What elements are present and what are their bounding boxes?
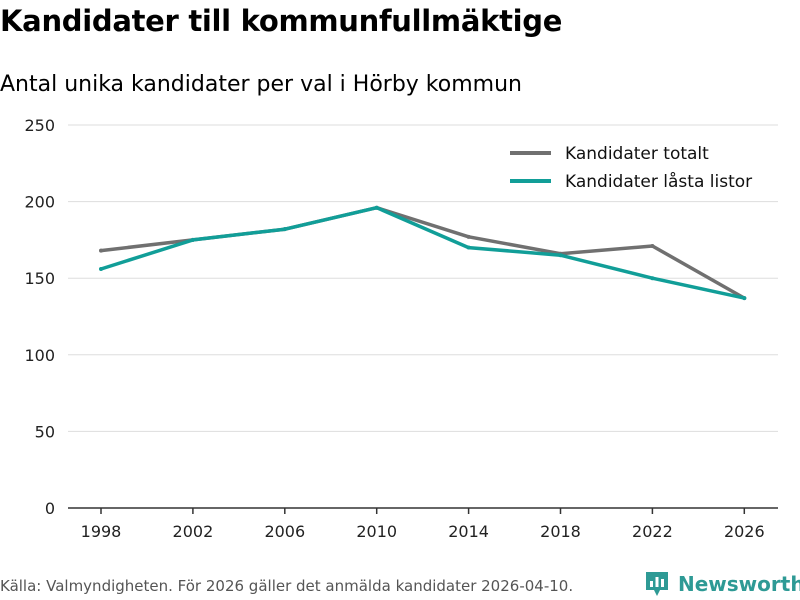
chart-subtitle: Antal unika kandidater per val i Hörby k…	[0, 72, 522, 97]
data-point	[558, 253, 563, 258]
legend: Kandidater totalt Kandidater låsta listor	[510, 144, 752, 192]
y-tick-label: 150	[24, 269, 55, 288]
brand-name: Newsworthy	[678, 572, 800, 596]
y-tick-label: 100	[24, 346, 55, 365]
legend-label: Kandidater låsta listor	[565, 171, 752, 192]
data-point	[742, 296, 747, 301]
data-point	[99, 248, 103, 253]
data-point	[374, 205, 379, 210]
x-tick-label: 2026	[724, 522, 765, 541]
data-point	[99, 267, 103, 272]
chart-title: Kandidater till kommunfullmäktige	[0, 4, 563, 38]
x-tick-label: 2002	[173, 522, 214, 541]
source-note: Källa: Valmyndigheten. För 2026 gäller d…	[0, 577, 574, 595]
data-point	[282, 227, 287, 232]
series-line-kandidater-totalt	[99, 205, 747, 300]
data-point	[650, 276, 655, 281]
y-tick-label: 0	[45, 499, 55, 518]
legend-label: Kandidater totalt	[565, 144, 709, 164]
x-tick-label: 2014	[448, 522, 489, 541]
x-tick-label: 2006	[264, 522, 305, 541]
data-point	[466, 245, 471, 250]
x-axis: 1998 2002 2006 2010 2014 2018 2022 2026	[68, 507, 778, 541]
y-tick-label: 50	[35, 422, 55, 441]
x-tick-label: 2018	[540, 522, 581, 541]
data-point	[466, 234, 471, 239]
x-tick-label: 2022	[632, 522, 673, 541]
series-line-kandidater-lasta-listor	[99, 205, 747, 300]
data-point	[190, 237, 195, 242]
y-tick-label: 200	[24, 193, 55, 212]
x-tick-label: 2010	[356, 522, 397, 541]
x-tick-label: 1998	[81, 522, 122, 541]
y-tick-label: 250	[24, 116, 55, 135]
newsworthy-logo-icon	[646, 572, 668, 596]
series-lines	[99, 205, 747, 301]
data-point	[650, 244, 655, 249]
brand-logo: Newsworthy	[644, 570, 800, 598]
